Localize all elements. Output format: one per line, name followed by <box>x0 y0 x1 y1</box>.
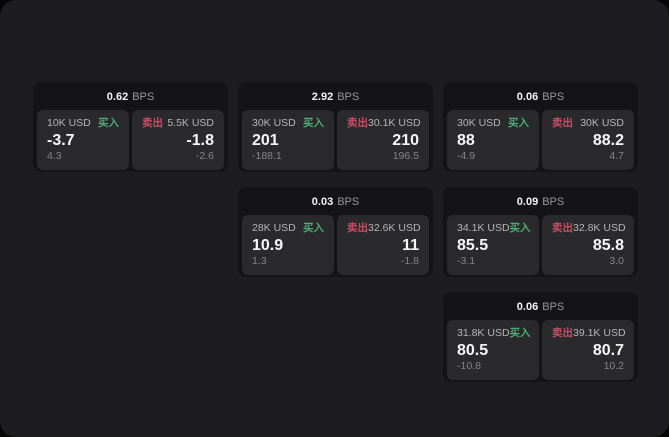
bps-value: 0.06 <box>516 300 539 313</box>
sell-delta: 196.5 <box>392 150 419 162</box>
sell-amount: 32.8K USD <box>573 222 626 234</box>
card-body: 34.1K USD 买入 85.5 -3.1 卖出 32.8K USD 85.8… <box>443 215 638 277</box>
buy-amount: 30K USD <box>457 117 501 129</box>
sell-price: -1.8 <box>186 132 214 149</box>
sell-quote-tile[interactable]: 卖出 32.8K USD 85.8 3.0 <box>542 215 634 275</box>
card-header: 2.92 BPS <box>238 82 433 110</box>
card-header: 0.62 BPS <box>33 82 228 110</box>
sell-price: 85.8 <box>592 237 624 254</box>
buy-tag: 买入 <box>508 117 529 129</box>
buy-delta: -3.1 <box>457 255 476 267</box>
buy-delta: -188.1 <box>252 150 282 162</box>
sell-delta: 4.7 <box>609 150 624 162</box>
sell-price: 80.7 <box>592 342 624 359</box>
bps-value: 0.03 <box>311 195 334 208</box>
bps-unit-label: BPS <box>542 300 565 313</box>
card-header: 0.03 BPS <box>238 187 433 215</box>
buy-delta: -10.8 <box>457 360 481 372</box>
sell-tag: 卖出 <box>142 117 163 129</box>
sell-tag: 卖出 <box>552 327 573 339</box>
bps-unit-label: BPS <box>337 90 360 103</box>
quote-card: 0.09 BPS 34.1K USD 买入 85.5 -3.1 卖出 32.8K… <box>443 187 638 277</box>
buy-delta: 4.3 <box>47 150 62 162</box>
card-header: 0.09 BPS <box>443 187 638 215</box>
bps-value: 0.09 <box>516 195 539 208</box>
card-body: 28K USD 买入 10.9 1.3 卖出 32.6K USD 11 -1.8 <box>238 215 433 277</box>
buy-tag: 买入 <box>509 222 531 234</box>
sell-amount: 32.6K USD <box>368 222 421 234</box>
buy-quote-tile[interactable]: 30K USD 买入 201 -188.1 <box>242 110 334 170</box>
buy-amount: 10K USD <box>47 117 91 129</box>
buy-price: -3.7 <box>47 132 75 149</box>
card-body: 30K USD 买入 88 -4.9 卖出 30K USD 88.2 4.7 <box>443 110 638 172</box>
sell-tag: 卖出 <box>552 117 573 129</box>
sell-amount: 30.1K USD <box>368 117 421 129</box>
quote-grid: 0.62 BPS 10K USD 买入 -3.7 4.3 卖出 5.5K USD <box>33 82 638 382</box>
sell-price: 88.2 <box>592 132 624 149</box>
bps-unit-label: BPS <box>542 90 565 103</box>
sell-price: 210 <box>392 132 419 149</box>
card-body: 31.8K USD 买入 80.5 -10.8 卖出 39.1K USD 80.… <box>443 320 638 382</box>
bps-value: 0.62 <box>106 90 129 103</box>
sell-quote-tile[interactable]: 卖出 30K USD 88.2 4.7 <box>542 110 634 170</box>
buy-tag: 买入 <box>303 222 324 234</box>
sell-quote-tile[interactable]: 卖出 30.1K USD 210 196.5 <box>337 110 429 170</box>
buy-amount: 28K USD <box>252 222 296 234</box>
buy-quote-tile[interactable]: 10K USD 买入 -3.7 4.3 <box>37 110 129 170</box>
sell-amount: 39.1K USD <box>573 327 626 339</box>
buy-delta: -4.9 <box>457 150 476 162</box>
sell-tag: 卖出 <box>347 222 368 234</box>
quote-card: 0.03 BPS 28K USD 买入 10.9 1.3 卖出 32.6K US… <box>238 187 433 277</box>
buy-quote-tile[interactable]: 28K USD 买入 10.9 1.3 <box>242 215 334 275</box>
quote-card: 0.06 BPS 30K USD 买入 88 -4.9 卖出 30K USD <box>443 82 638 172</box>
quote-card: 2.92 BPS 30K USD 买入 201 -188.1 卖出 30.1K … <box>238 82 433 172</box>
buy-amount: 30K USD <box>252 117 296 129</box>
buy-delta: 1.3 <box>252 255 267 267</box>
buy-amount: 31.8K USD <box>457 327 510 339</box>
buy-tag: 买入 <box>303 117 324 129</box>
card-body: 10K USD 买入 -3.7 4.3 卖出 5.5K USD -1.8 -2.… <box>33 110 228 172</box>
buy-amount: 34.1K USD <box>457 222 510 234</box>
buy-price: 80.5 <box>457 342 489 359</box>
quote-card: 0.06 BPS 31.8K USD 买入 80.5 -10.8 卖出 39.1… <box>443 292 638 382</box>
sell-tag: 卖出 <box>347 117 368 129</box>
sell-delta: 3.0 <box>609 255 624 267</box>
buy-price: 88 <box>457 132 475 149</box>
buy-quote-tile[interactable]: 31.8K USD 买入 80.5 -10.8 <box>447 320 539 380</box>
sell-quote-tile[interactable]: 卖出 39.1K USD 80.7 10.2 <box>542 320 634 380</box>
sell-delta: 10.2 <box>603 360 624 372</box>
sell-quote-tile[interactable]: 卖出 32.6K USD 11 -1.8 <box>337 215 429 275</box>
card-header: 0.06 BPS <box>443 82 638 110</box>
bps-unit-label: BPS <box>337 195 360 208</box>
sell-price: 11 <box>402 237 419 254</box>
sell-delta: -1.8 <box>400 255 419 267</box>
sell-tag: 卖出 <box>552 222 573 234</box>
card-body: 30K USD 买入 201 -188.1 卖出 30.1K USD 210 1… <box>238 110 433 172</box>
bps-unit-label: BPS <box>542 195 565 208</box>
buy-price: 10.9 <box>252 237 284 254</box>
buy-tag: 买入 <box>98 117 119 129</box>
sell-amount: 30K USD <box>580 117 624 129</box>
buy-quote-tile[interactable]: 34.1K USD 买入 85.5 -3.1 <box>447 215 539 275</box>
sell-amount: 5.5K USD <box>167 117 214 129</box>
buy-tag: 买入 <box>509 327 531 339</box>
bps-value: 0.06 <box>516 90 539 103</box>
sell-quote-tile[interactable]: 卖出 5.5K USD -1.8 -2.6 <box>132 110 224 170</box>
quote-card: 0.62 BPS 10K USD 买入 -3.7 4.3 卖出 5.5K USD <box>33 82 228 172</box>
bps-unit-label: BPS <box>132 90 155 103</box>
sell-delta: -2.6 <box>195 150 214 162</box>
card-header: 0.06 BPS <box>443 292 638 320</box>
buy-price: 201 <box>252 132 279 149</box>
buy-quote-tile[interactable]: 30K USD 买入 88 -4.9 <box>447 110 539 170</box>
buy-price: 85.5 <box>457 237 489 254</box>
bps-value: 2.92 <box>311 90 334 103</box>
